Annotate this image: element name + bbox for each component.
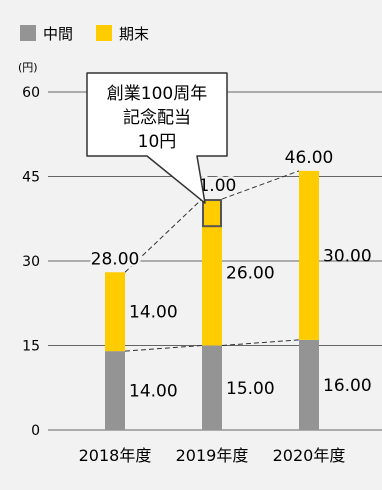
year-end-value-label: 14.00 xyxy=(129,303,178,323)
interim-connector xyxy=(124,345,203,352)
interim-connector xyxy=(221,339,300,346)
y-tick-label: 15 xyxy=(22,339,40,355)
total-value-label: 46.00 xyxy=(285,148,334,168)
bar-interim xyxy=(105,351,125,430)
x-axis-label: 2019年度 xyxy=(176,446,249,465)
x-axis-labels: 2018年度 2019年度 2020年度 xyxy=(79,446,346,465)
bar-year-end xyxy=(105,272,125,352)
interim-value-label: 16.00 xyxy=(323,376,372,396)
interim-value-label: 14.00 xyxy=(129,382,178,402)
commemorative-dividend-segment xyxy=(202,199,222,228)
bar-interim xyxy=(299,339,319,430)
callout-text-line: 記念配当 xyxy=(123,107,191,128)
bars xyxy=(105,170,319,430)
bar-interim xyxy=(202,345,222,430)
y-axis-ticks: 0 15 30 45 60 xyxy=(22,85,40,439)
total-connector xyxy=(221,170,300,200)
legend-swatch-interim xyxy=(20,25,36,41)
year-end-value-label: 26.00 xyxy=(226,263,275,283)
data-labels: 14.0014.0028.0015.0026.0041.0016.0030.00… xyxy=(88,145,372,402)
bar-year-end xyxy=(202,199,222,346)
interim-value-label: 15.00 xyxy=(226,379,275,399)
legend-swatch-year-end xyxy=(96,25,112,41)
x-axis-label: 2018年度 xyxy=(79,446,152,465)
legend: 中間 期末 xyxy=(20,25,149,43)
callout-text-line: 創業100周年 xyxy=(107,84,207,104)
callout-text-line: 10円 xyxy=(138,132,177,152)
x-axis-label: 2020年度 xyxy=(273,446,346,465)
y-tick-label: 60 xyxy=(22,85,40,101)
legend-label-year-end: 期末 xyxy=(119,25,149,43)
y-axis-unit: (円) xyxy=(18,61,38,74)
year-end-value-label: 30.00 xyxy=(323,246,372,266)
connector-lines xyxy=(124,170,300,352)
callout-bubble xyxy=(86,72,228,204)
legend-label-interim: 中間 xyxy=(43,25,73,43)
y-tick-label: 30 xyxy=(22,254,40,270)
bar-year-end xyxy=(299,170,319,340)
y-tick-label: 0 xyxy=(31,423,40,439)
total-value-label: 28.00 xyxy=(91,249,140,269)
y-tick-label: 45 xyxy=(22,170,40,186)
total-connector xyxy=(124,198,203,273)
